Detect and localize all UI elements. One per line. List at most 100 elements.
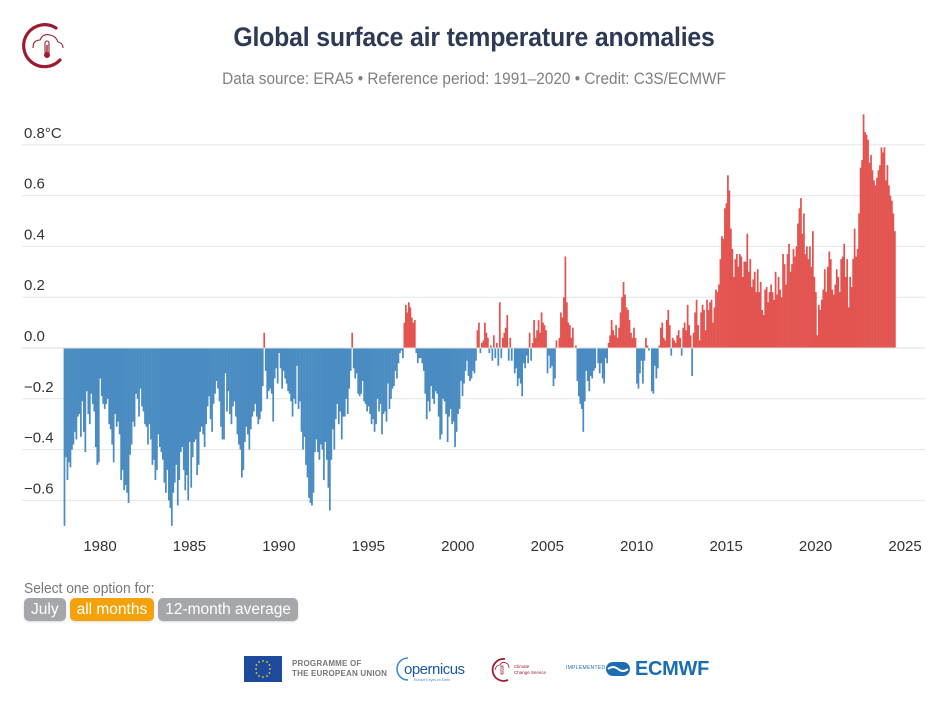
bar-1992-10[interactable] [309, 348, 312, 503]
bar-2019-11[interactable] [794, 256, 796, 348]
bar-2014-01[interactable] [689, 335, 692, 348]
bar-1999-07[interactable] [430, 348, 433, 387]
bar-1982-06[interactable] [124, 348, 127, 486]
bar-2001-01[interactable] [457, 348, 459, 415]
bar-2019-01[interactable] [779, 289, 781, 348]
bar-2005-09[interactable] [540, 312, 543, 348]
bar-2005-01[interactable] [528, 332, 531, 348]
bar-2021-11[interactable] [829, 259, 832, 348]
bar-1979-01[interactable] [63, 348, 66, 526]
bar-2005-05[interactable] [534, 337, 537, 348]
bar-2018-05[interactable] [767, 302, 770, 348]
bar-2005-04[interactable] [533, 320, 535, 348]
bar-2016-10[interactable] [738, 254, 741, 348]
bar-1990-10[interactable] [273, 348, 276, 379]
bar-2002-08[interactable] [485, 332, 488, 348]
bar-2012-04[interactable] [658, 345, 661, 348]
bar-1990-07[interactable] [269, 348, 272, 389]
bar-1987-07[interactable] [215, 348, 218, 382]
bar-1993-07[interactable] [323, 348, 325, 481]
bar-1987-10[interactable] [220, 348, 222, 427]
bar-1990-09[interactable] [272, 348, 275, 422]
bar-1989-10[interactable] [255, 348, 258, 417]
bar-2009-01[interactable] [600, 348, 603, 364]
bar-2007-02[interactable] [566, 302, 568, 348]
bar-1990-03[interactable] [263, 332, 266, 348]
bar-2011-12[interactable] [652, 348, 655, 394]
bar-2016-12[interactable] [741, 276, 744, 348]
bar-1980-02[interactable] [82, 348, 85, 432]
bar-2014-02[interactable] [691, 348, 693, 376]
bar-2003-09[interactable] [504, 327, 507, 348]
bar-2001-03[interactable] [460, 348, 462, 382]
bar-2001-02[interactable] [458, 348, 461, 409]
bar-2010-06[interactable] [625, 307, 628, 348]
bar-2001-05[interactable] [463, 348, 465, 384]
bar-1991-02[interactable] [279, 348, 282, 369]
bar-2021-05[interactable] [820, 299, 823, 348]
bar-1979-05[interactable] [69, 348, 72, 468]
bar-2004-10[interactable] [524, 348, 527, 369]
bar-1991-01[interactable] [278, 348, 281, 354]
bar-2013-09[interactable] [683, 322, 686, 348]
bar-2017-11[interactable] [758, 292, 761, 348]
bar-1979-11[interactable] [78, 348, 81, 415]
bar-1986-05[interactable] [194, 348, 197, 440]
bar-1981-03[interactable] [102, 348, 105, 404]
bar-2025-01[interactable] [886, 165, 889, 348]
bar-1997-06[interactable] [393, 348, 395, 387]
bar-2003-10[interactable] [506, 314, 509, 348]
bar-1999-06[interactable] [428, 348, 431, 412]
bar-1992-01[interactable] [296, 348, 298, 366]
bar-2002-10[interactable] [488, 348, 491, 354]
bar-1982-11[interactable] [132, 348, 134, 422]
bar-2014-04[interactable] [694, 312, 696, 348]
bar-2021-10[interactable] [828, 251, 831, 348]
bar-1984-07[interactable] [162, 348, 164, 460]
bar-2007-11[interactable] [579, 348, 582, 404]
bar-2003-07[interactable] [501, 337, 504, 348]
bar-1997-01[interactable] [385, 348, 388, 422]
bar-2008-05[interactable] [588, 348, 591, 392]
bar-2018-04[interactable] [765, 287, 768, 348]
bar-1987-08[interactable] [217, 348, 219, 389]
bar-2012-11[interactable] [668, 325, 671, 348]
bar-2013-02[interactable] [673, 340, 676, 348]
bar-1992-11[interactable] [311, 348, 313, 506]
bar-2022-05[interactable] [838, 292, 841, 348]
bar-2023-06[interactable] [858, 213, 860, 348]
bar-2000-05[interactable] [445, 348, 447, 415]
bar-1986-09[interactable] [200, 348, 203, 427]
bar-2011-04[interactable] [640, 348, 643, 361]
bar-1994-12[interactable] [348, 348, 351, 389]
bar-2020-06[interactable] [804, 254, 807, 348]
bar-1996-08[interactable] [378, 348, 380, 412]
bar-1985-07[interactable] [179, 348, 182, 453]
bar-2005-02[interactable] [530, 348, 532, 361]
bar-1997-07[interactable] [394, 348, 397, 371]
bar-2022-02[interactable] [834, 284, 837, 349]
bar-2016-09[interactable] [737, 266, 740, 348]
bar-2001-10[interactable] [470, 348, 473, 379]
bar-2000-08[interactable] [449, 348, 452, 409]
bar-1987-11[interactable] [221, 348, 224, 440]
bar-1988-10[interactable] [238, 348, 240, 445]
bar-1990-06[interactable] [267, 348, 270, 392]
bar-1981-09[interactable] [111, 348, 114, 445]
bar-1990-12[interactable] [276, 348, 279, 384]
bar-2010-08[interactable] [628, 320, 631, 348]
bar-1986-06[interactable] [196, 348, 199, 475]
bar-2025-04[interactable] [891, 200, 893, 348]
bar-2012-03[interactable] [656, 348, 659, 369]
bar-2002-01[interactable] [475, 348, 477, 361]
bar-1989-05[interactable] [248, 348, 251, 450]
bar-1985-01[interactable] [170, 348, 173, 526]
bar-1982-05[interactable] [123, 348, 125, 491]
bar-2008-08[interactable] [592, 348, 595, 371]
bar-1989-09[interactable] [254, 348, 257, 404]
bar-2017-01[interactable] [743, 261, 746, 348]
bar-1994-11[interactable] [346, 348, 349, 415]
bar-1987-03[interactable] [209, 348, 212, 420]
bar-2000-12[interactable] [455, 348, 458, 432]
bar-2019-05[interactable] [785, 284, 787, 349]
